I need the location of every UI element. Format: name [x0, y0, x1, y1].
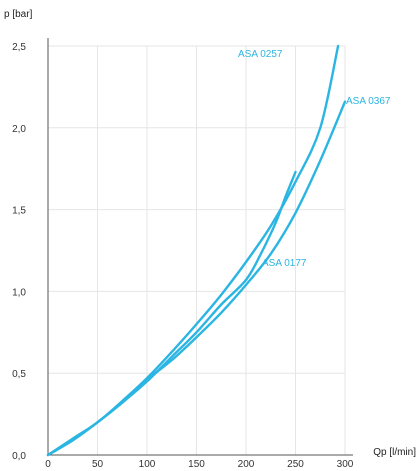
y-tick-label: 2,5	[12, 42, 26, 53]
series-label-2: ASA 0177	[262, 258, 307, 269]
series-group	[46, 44, 347, 457]
y-tick-label: 1,5	[12, 206, 26, 217]
series-line-0	[46, 44, 340, 457]
series-label-0: ASA 0257	[238, 49, 283, 60]
y-axis-label: p [bar]	[4, 9, 33, 20]
y-tick-label: 0,5	[12, 369, 26, 380]
x-tick-label: 250	[287, 459, 304, 470]
series-label-1: ASA 0367	[346, 96, 391, 107]
x-axis-label: Qp [l/min]	[373, 447, 416, 458]
y-tick-label: 2,0	[12, 124, 26, 135]
x-tick-label: 300	[337, 459, 354, 470]
axes	[47, 38, 353, 456]
x-tick-label: 0	[45, 459, 51, 470]
series-labels: ASA 0257 ASA 0367 ASA 0177	[238, 49, 391, 269]
x-tick-label: 100	[139, 459, 156, 470]
tick-labels: 0 50 100 150 200 250 300 0,0 0,5 1,0 1,5 2,0 2,5	[12, 42, 354, 470]
x-tick-label: 50	[92, 459, 104, 470]
x-tick-label: 200	[238, 459, 255, 470]
y-tick-label: 0,0	[12, 451, 26, 462]
series-line-2	[46, 170, 297, 457]
grid	[48, 45, 346, 455]
y-tick-label: 1,0	[12, 287, 26, 298]
x-tick-label: 150	[188, 459, 205, 470]
